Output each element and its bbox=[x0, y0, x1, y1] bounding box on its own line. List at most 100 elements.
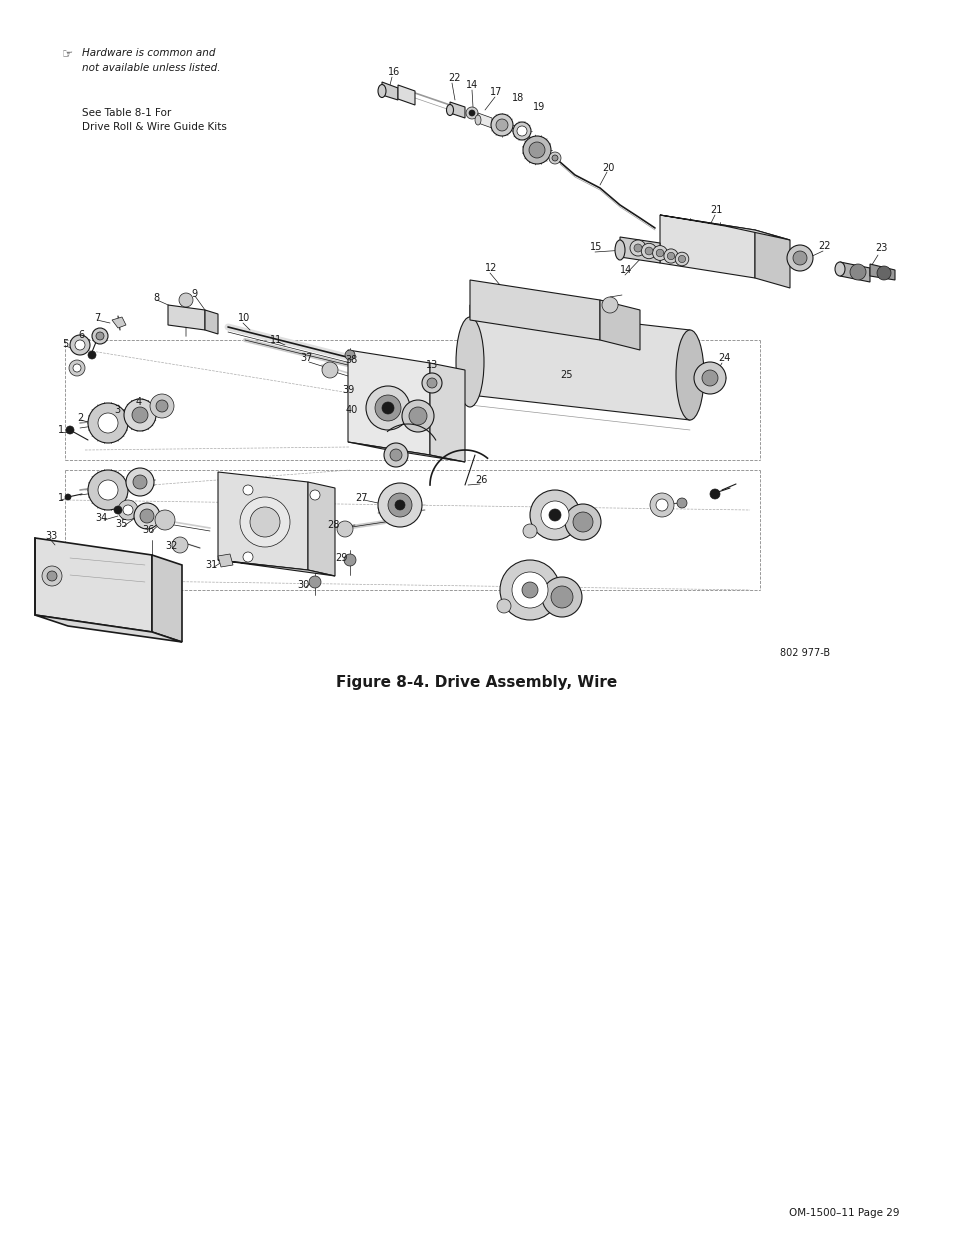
Ellipse shape bbox=[377, 84, 386, 98]
Circle shape bbox=[243, 485, 253, 495]
Text: 32: 32 bbox=[166, 541, 178, 551]
Circle shape bbox=[512, 572, 547, 608]
Circle shape bbox=[540, 501, 568, 529]
Polygon shape bbox=[218, 472, 308, 571]
Circle shape bbox=[250, 508, 280, 537]
Circle shape bbox=[124, 399, 156, 431]
Text: 2: 2 bbox=[77, 412, 84, 424]
Circle shape bbox=[243, 552, 253, 562]
Polygon shape bbox=[381, 82, 397, 100]
Circle shape bbox=[69, 359, 85, 375]
Text: 38: 38 bbox=[345, 354, 357, 366]
Text: 14: 14 bbox=[619, 266, 632, 275]
Text: 35: 35 bbox=[115, 519, 128, 529]
Circle shape bbox=[381, 403, 394, 414]
Polygon shape bbox=[308, 482, 335, 576]
Text: 5: 5 bbox=[62, 338, 68, 350]
Polygon shape bbox=[152, 555, 182, 642]
Polygon shape bbox=[450, 103, 464, 119]
Text: 802 977-B: 802 977-B bbox=[780, 648, 829, 658]
Circle shape bbox=[666, 252, 674, 259]
Ellipse shape bbox=[456, 317, 483, 408]
Circle shape bbox=[42, 566, 62, 585]
Text: 29: 29 bbox=[335, 553, 348, 563]
Text: Figure 8-4. Drive Assembly, Wire: Figure 8-4. Drive Assembly, Wire bbox=[336, 676, 617, 690]
Polygon shape bbox=[218, 559, 335, 576]
Circle shape bbox=[375, 395, 400, 421]
Circle shape bbox=[179, 293, 193, 308]
Circle shape bbox=[513, 122, 531, 140]
Circle shape bbox=[98, 480, 118, 500]
Text: 10: 10 bbox=[237, 312, 250, 324]
Circle shape bbox=[70, 335, 90, 354]
Circle shape bbox=[465, 107, 477, 119]
Polygon shape bbox=[218, 555, 233, 567]
Text: See Table 8-1 For: See Table 8-1 For bbox=[82, 107, 172, 119]
Circle shape bbox=[344, 555, 355, 566]
Circle shape bbox=[644, 247, 652, 254]
Text: 31: 31 bbox=[206, 559, 218, 571]
Polygon shape bbox=[348, 350, 430, 454]
Text: 15: 15 bbox=[589, 242, 601, 252]
Text: 11: 11 bbox=[270, 335, 282, 345]
Text: Hardware is common and: Hardware is common and bbox=[82, 48, 215, 58]
Text: 30: 30 bbox=[297, 580, 310, 590]
Circle shape bbox=[792, 251, 806, 266]
Circle shape bbox=[652, 246, 667, 261]
Circle shape bbox=[421, 373, 441, 393]
Circle shape bbox=[522, 136, 551, 164]
Text: 4: 4 bbox=[135, 396, 142, 408]
Circle shape bbox=[88, 403, 128, 443]
Text: 25: 25 bbox=[559, 370, 572, 380]
Circle shape bbox=[377, 483, 421, 527]
Ellipse shape bbox=[615, 240, 624, 261]
Ellipse shape bbox=[475, 115, 480, 125]
Circle shape bbox=[530, 490, 579, 540]
Polygon shape bbox=[869, 264, 894, 280]
Circle shape bbox=[73, 364, 81, 372]
Circle shape bbox=[701, 370, 718, 387]
Circle shape bbox=[172, 537, 188, 553]
Circle shape bbox=[529, 142, 544, 158]
Circle shape bbox=[132, 408, 148, 424]
Circle shape bbox=[649, 493, 673, 517]
Circle shape bbox=[66, 426, 74, 433]
Circle shape bbox=[310, 490, 319, 500]
Text: 27: 27 bbox=[355, 493, 368, 503]
Text: 8: 8 bbox=[153, 293, 160, 303]
Circle shape bbox=[469, 110, 475, 116]
Circle shape bbox=[390, 450, 401, 461]
Polygon shape bbox=[659, 215, 754, 278]
Polygon shape bbox=[659, 215, 789, 240]
Polygon shape bbox=[470, 280, 599, 340]
Circle shape bbox=[640, 243, 656, 258]
Circle shape bbox=[876, 266, 890, 280]
Circle shape bbox=[656, 249, 663, 257]
Polygon shape bbox=[397, 85, 415, 105]
Text: 28: 28 bbox=[327, 520, 339, 530]
Circle shape bbox=[427, 378, 436, 388]
Circle shape bbox=[849, 264, 865, 280]
Text: 14: 14 bbox=[465, 80, 477, 90]
Circle shape bbox=[118, 500, 138, 520]
Text: 37: 37 bbox=[300, 353, 313, 363]
Circle shape bbox=[322, 362, 337, 378]
Circle shape bbox=[496, 119, 507, 131]
Text: 1: 1 bbox=[58, 425, 64, 435]
Text: 3: 3 bbox=[113, 405, 120, 415]
Text: 1: 1 bbox=[58, 493, 64, 503]
Polygon shape bbox=[754, 230, 789, 288]
Circle shape bbox=[709, 489, 720, 499]
Text: 9: 9 bbox=[192, 289, 198, 299]
Circle shape bbox=[75, 340, 85, 350]
Text: 21: 21 bbox=[709, 205, 721, 215]
Text: 22: 22 bbox=[817, 241, 830, 251]
Text: 12: 12 bbox=[484, 263, 497, 273]
Circle shape bbox=[491, 114, 513, 136]
Circle shape bbox=[541, 577, 581, 618]
Circle shape bbox=[786, 245, 812, 270]
Polygon shape bbox=[477, 112, 492, 128]
Polygon shape bbox=[348, 442, 464, 462]
Circle shape bbox=[675, 252, 688, 266]
Circle shape bbox=[113, 506, 122, 514]
